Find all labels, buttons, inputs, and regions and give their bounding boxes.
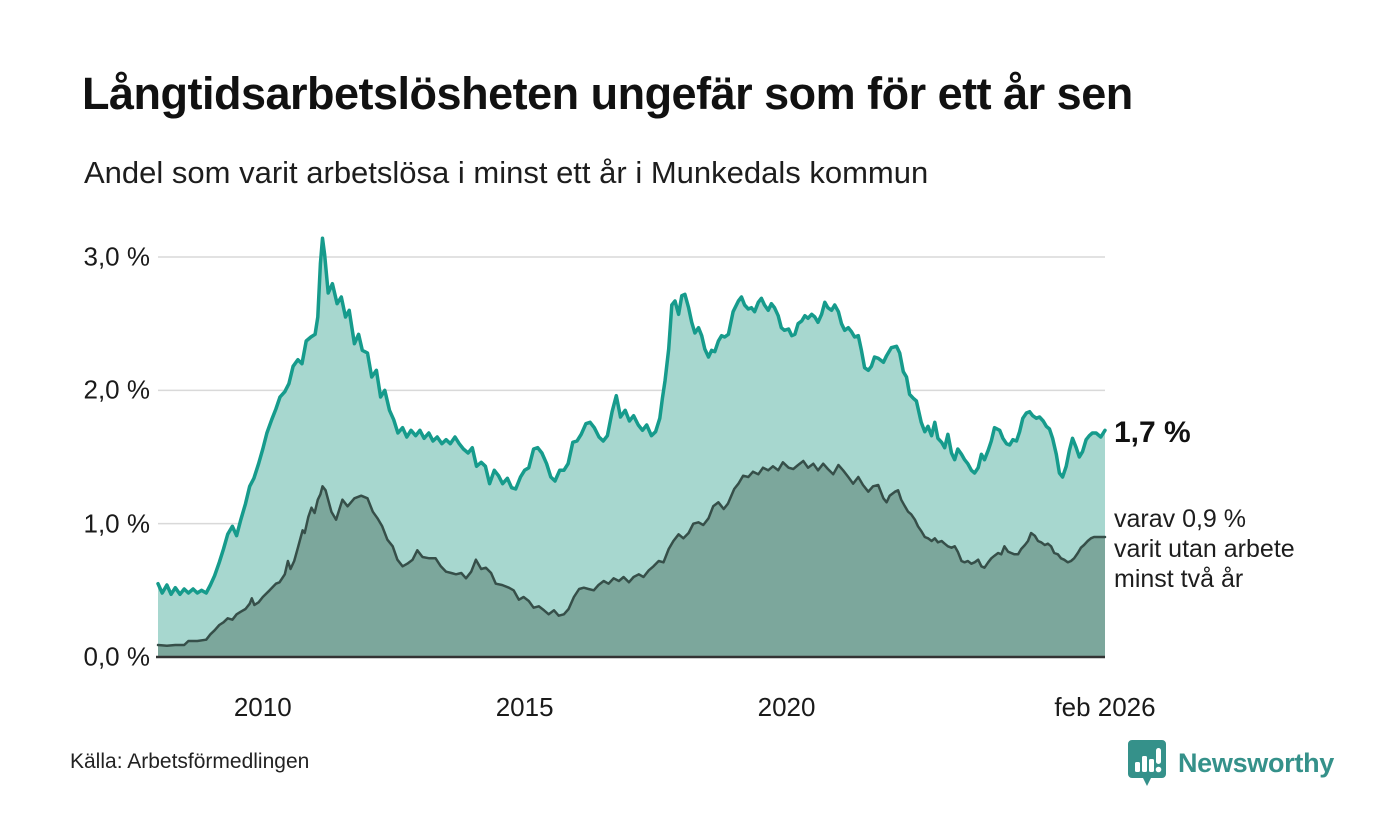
secondary-value-label: varav 0,9 % varit utan arbete minst två …	[1114, 505, 1295, 593]
page-title: Långtidsarbetslösheten ungefär som för e…	[82, 68, 1133, 119]
line-unemployed-one-year	[156, 236, 1107, 597]
exclamation-dot	[1155, 766, 1162, 773]
area-unemployed-two-years	[158, 461, 1105, 657]
bar-2	[1141, 756, 1147, 772]
source-credit: Källa: Arbetsförmedlingen	[70, 750, 310, 773]
bar-1	[1134, 762, 1140, 772]
chart-subtitle: Andel som varit arbetslösa i minst ett å…	[84, 155, 929, 190]
y-tick-label: 2,0 %	[83, 374, 151, 405]
brand-logo: Newsworthy	[1126, 738, 1334, 788]
line-unemployed-two-years	[156, 459, 1107, 647]
x-tick-label: feb 2026	[1054, 692, 1156, 722]
brand-name: Newsworthy	[1177, 747, 1334, 778]
y-tick-label: 3,0 %	[83, 241, 151, 272]
y-tick-label: 0,0 %	[83, 641, 151, 672]
y-tick-label: 1,0 %	[83, 508, 151, 539]
exclamation-bar	[1155, 748, 1161, 764]
x-tick-label: 2015	[495, 692, 554, 722]
x-tick-label: 2020	[757, 692, 816, 722]
bar-3	[1148, 759, 1154, 772]
newsworthy-icon	[1127, 740, 1166, 786]
latest-value-label: 1,7 %	[1114, 416, 1191, 449]
x-tick-label: 2010	[233, 692, 292, 722]
